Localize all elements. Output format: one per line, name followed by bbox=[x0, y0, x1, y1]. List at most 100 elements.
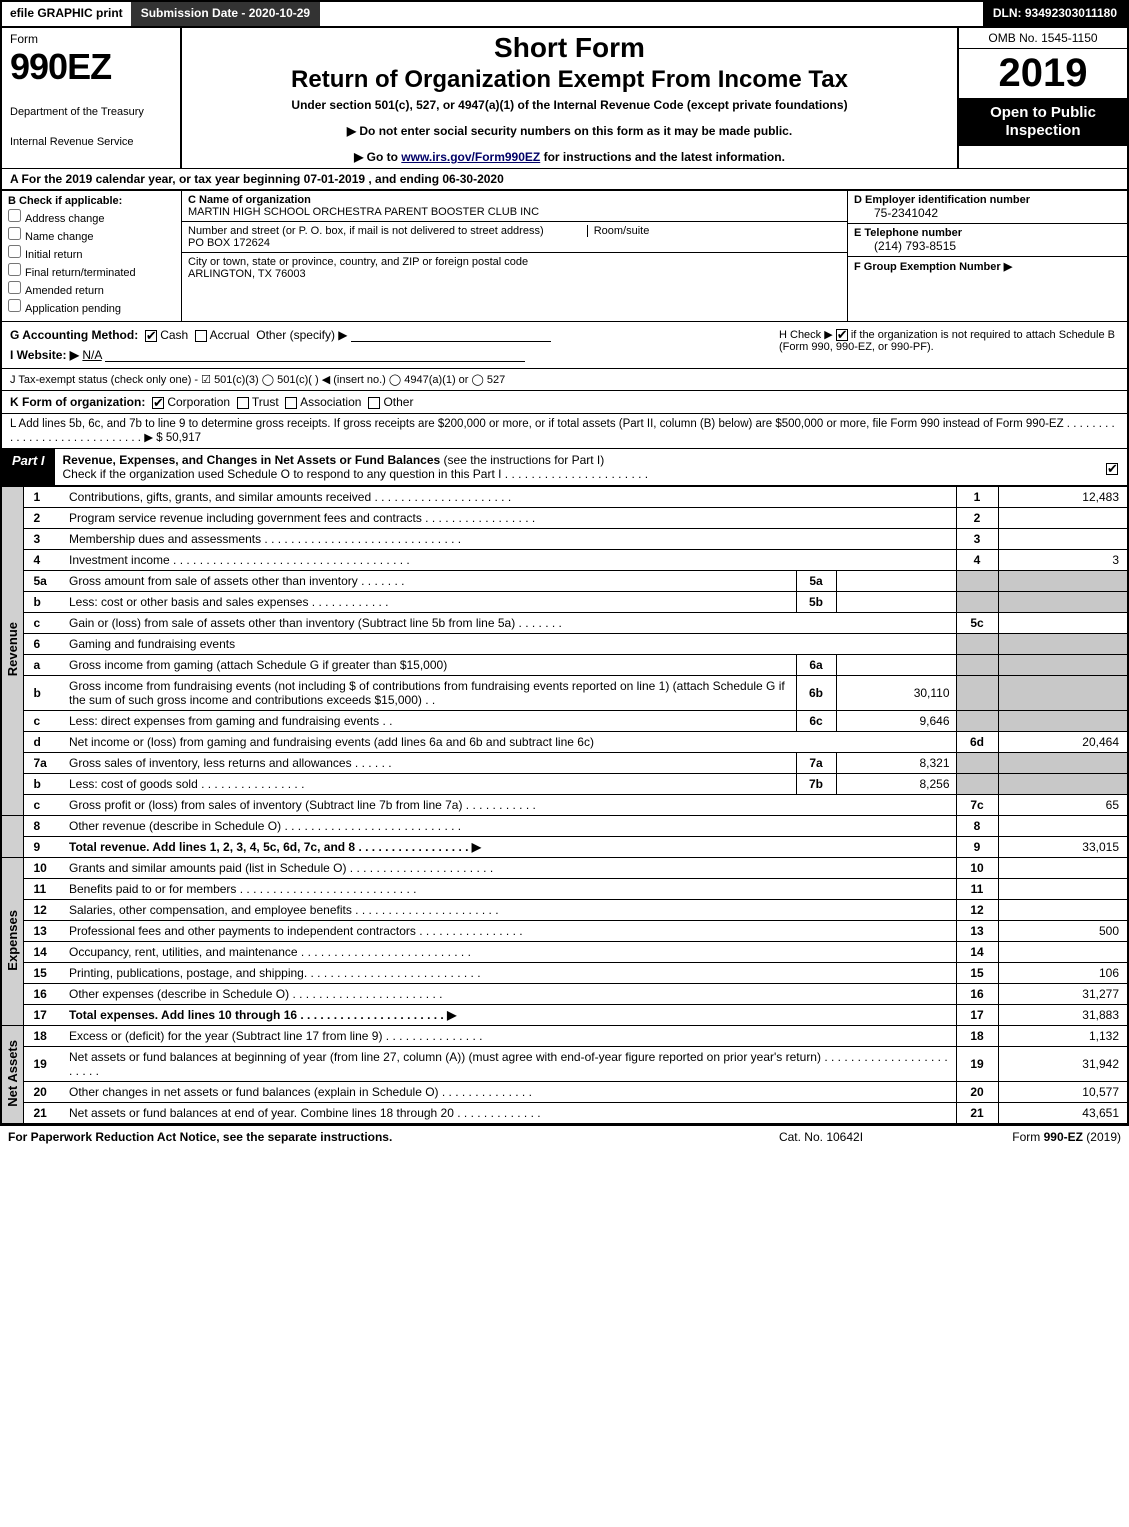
submission-date: Submission Date - 2020-10-29 bbox=[131, 2, 320, 26]
title-short-form: Short Form bbox=[190, 32, 949, 64]
col-b-header: B Check if applicable: bbox=[8, 195, 175, 207]
row-h: H Check ▶ if the organization is not req… bbox=[779, 328, 1119, 362]
row-k-form-org: K Form of organization: Corporation Trus… bbox=[0, 391, 1129, 414]
street-row: Number and street (or P. O. box, if mail… bbox=[182, 222, 847, 253]
chk-address-change[interactable]: Address change bbox=[8, 209, 175, 225]
line-8: 8 Other revenue (describe in Schedule O)… bbox=[1, 816, 1128, 837]
efile-label[interactable]: efile GRAPHIC print bbox=[2, 2, 131, 26]
g-label: G Accounting Method: bbox=[10, 328, 138, 342]
part1-tag: Part I bbox=[2, 449, 55, 485]
tel-label: E Telephone number bbox=[854, 227, 1121, 239]
chk-corporation[interactable] bbox=[152, 397, 164, 409]
chk-application-pending[interactable]: Application pending bbox=[8, 299, 175, 315]
chk-name-change[interactable]: Name change bbox=[8, 227, 175, 243]
line-9: 9 Total revenue. Add lines 1, 2, 3, 4, 5… bbox=[1, 837, 1128, 858]
line-5c: c Gain or (loss) from sale of assets oth… bbox=[1, 613, 1128, 634]
part1-subtitle: (see the instructions for Part I) bbox=[440, 453, 604, 467]
line-12: 12 Salaries, other compensation, and emp… bbox=[1, 900, 1128, 921]
line-11: 11 Benefits paid to or for members . . .… bbox=[1, 879, 1128, 900]
column-def: D Employer identification number 75-2341… bbox=[847, 191, 1127, 321]
line-6b: b Gross income from fundraising events (… bbox=[1, 676, 1128, 711]
row-a-tax-year: A For the 2019 calendar year, or tax yea… bbox=[0, 168, 1129, 191]
line-20: 20 Other changes in net assets or fund b… bbox=[1, 1082, 1128, 1103]
chk-trust[interactable] bbox=[237, 397, 249, 409]
chk-final-return[interactable]: Final return/terminated bbox=[8, 263, 175, 279]
open-to-public: Open to Public Inspection bbox=[959, 98, 1127, 146]
line-6d: d Net income or (loss) from gaming and f… bbox=[1, 732, 1128, 753]
chk-other-org[interactable] bbox=[368, 397, 380, 409]
part1-title-block: Revenue, Expenses, and Changes in Net As… bbox=[55, 449, 1097, 485]
column-c: C Name of organization MARTIN HIGH SCHOO… bbox=[182, 191, 847, 321]
part1-table: Revenue 1 Contributions, gifts, grants, … bbox=[0, 487, 1129, 1125]
footer-form-ref: Form 990-EZ (2019) bbox=[921, 1130, 1121, 1144]
form-number: 990EZ bbox=[10, 46, 172, 88]
chk-schedule-o[interactable] bbox=[1106, 463, 1118, 475]
l-amount: $ 50,917 bbox=[156, 432, 201, 444]
org-name-row: C Name of organization MARTIN HIGH SCHOO… bbox=[182, 191, 847, 222]
h-text3: (Form 990, 990-EZ, or 990-PF). bbox=[779, 341, 934, 353]
note-link-pre: ▶ Go to bbox=[354, 150, 401, 164]
line-5a: 5a Gross amount from sale of assets othe… bbox=[1, 571, 1128, 592]
title-return: Return of Organization Exempt From Incom… bbox=[190, 66, 949, 94]
org-name-label: C Name of organization bbox=[188, 194, 841, 206]
line-5b: b Less: cost or other basis and sales ex… bbox=[1, 592, 1128, 613]
website-row: I Website: ▶ N/A bbox=[10, 348, 779, 362]
row-g-left: G Accounting Method: Cash Accrual Other … bbox=[10, 328, 779, 362]
line-10: Expenses 10 Grants and similar amounts p… bbox=[1, 858, 1128, 879]
omb-number: OMB No. 1545-1150 bbox=[959, 28, 1127, 49]
h-text2: if the organization is not required to a… bbox=[851, 329, 1115, 341]
street-value: PO BOX 172624 bbox=[188, 237, 841, 249]
row-l-gross-receipts: L Add lines 5b, 6c, and 7b to line 9 to … bbox=[0, 414, 1129, 449]
chk-cash[interactable] bbox=[145, 330, 157, 342]
column-b: B Check if applicable: Address change Na… bbox=[2, 191, 182, 321]
row-ghi: G Accounting Method: Cash Accrual Other … bbox=[0, 322, 1129, 369]
ein-label: D Employer identification number bbox=[854, 194, 1121, 206]
group-exemption-row: F Group Exemption Number ▶ bbox=[848, 257, 1127, 276]
other-specify-input[interactable] bbox=[351, 328, 551, 342]
city-row: City or town, state or province, country… bbox=[182, 253, 847, 283]
line-2: 2 Program service revenue including gove… bbox=[1, 508, 1128, 529]
line-16: 16 Other expenses (describe in Schedule … bbox=[1, 984, 1128, 1005]
line-7c: c Gross profit or (loss) from sales of i… bbox=[1, 795, 1128, 816]
form-word: Form bbox=[10, 32, 172, 46]
line-3: 3 Membership dues and assessments . . . … bbox=[1, 529, 1128, 550]
org-name: MARTIN HIGH SCHOOL ORCHESTRA PARENT BOOS… bbox=[188, 206, 841, 218]
dept-irs: Internal Revenue Service bbox=[10, 136, 172, 148]
side-net-assets: Net Assets bbox=[1, 1026, 23, 1125]
footer-paperwork: For Paperwork Reduction Act Notice, see … bbox=[8, 1130, 721, 1144]
dept-treasury: Department of the Treasury bbox=[10, 106, 172, 118]
header-right: OMB No. 1545-1150 2019 Open to Public In… bbox=[957, 28, 1127, 168]
part1-check-line: Check if the organization used Schedule … bbox=[63, 467, 649, 481]
ein-value: 75-2341042 bbox=[854, 206, 1121, 220]
footer-cat-no: Cat. No. 10642I bbox=[721, 1130, 921, 1144]
side-expenses: Expenses bbox=[1, 858, 23, 1026]
chk-association[interactable] bbox=[285, 397, 297, 409]
website-label: I Website: ▶ bbox=[10, 348, 79, 362]
note-link: ▶ Go to www.irs.gov/Form990EZ for instru… bbox=[190, 150, 949, 164]
room-label: Room/suite bbox=[587, 225, 650, 237]
line-7a: 7a Gross sales of inventory, less return… bbox=[1, 753, 1128, 774]
irs-link[interactable]: www.irs.gov/Form990EZ bbox=[401, 150, 540, 164]
street-label: Number and street (or P. O. box, if mail… bbox=[188, 225, 544, 237]
line-15: 15 Printing, publications, postage, and … bbox=[1, 963, 1128, 984]
accounting-method: G Accounting Method: Cash Accrual Other … bbox=[10, 328, 779, 342]
line-17: 17 Total expenses. Add lines 10 through … bbox=[1, 1005, 1128, 1026]
line-6a: a Gross income from gaming (attach Sched… bbox=[1, 655, 1128, 676]
website-value: N/A bbox=[82, 348, 101, 362]
header-center: Short Form Return of Organization Exempt… bbox=[182, 28, 957, 168]
chk-schedule-b[interactable] bbox=[836, 329, 848, 341]
chk-accrual[interactable] bbox=[195, 330, 207, 342]
top-bar: efile GRAPHIC print Submission Date - 20… bbox=[0, 0, 1129, 28]
k-label: K Form of organization: bbox=[10, 395, 145, 409]
h-text1: H Check ▶ bbox=[779, 329, 833, 341]
section-bcd: B Check if applicable: Address change Na… bbox=[0, 191, 1129, 322]
chk-initial-return[interactable]: Initial return bbox=[8, 245, 175, 261]
line-19: 19 Net assets or fund balances at beginn… bbox=[1, 1047, 1128, 1082]
page-footer: For Paperwork Reduction Act Notice, see … bbox=[0, 1125, 1129, 1148]
line-6: 6 Gaming and fundraising events bbox=[1, 634, 1128, 655]
city-value: ARLINGTON, TX 76003 bbox=[188, 268, 841, 280]
note-link-post: for instructions and the latest informat… bbox=[540, 150, 785, 164]
tel-value: (214) 793-8515 bbox=[854, 239, 1121, 253]
chk-amended[interactable]: Amended return bbox=[8, 281, 175, 297]
line-13: 13 Professional fees and other payments … bbox=[1, 921, 1128, 942]
